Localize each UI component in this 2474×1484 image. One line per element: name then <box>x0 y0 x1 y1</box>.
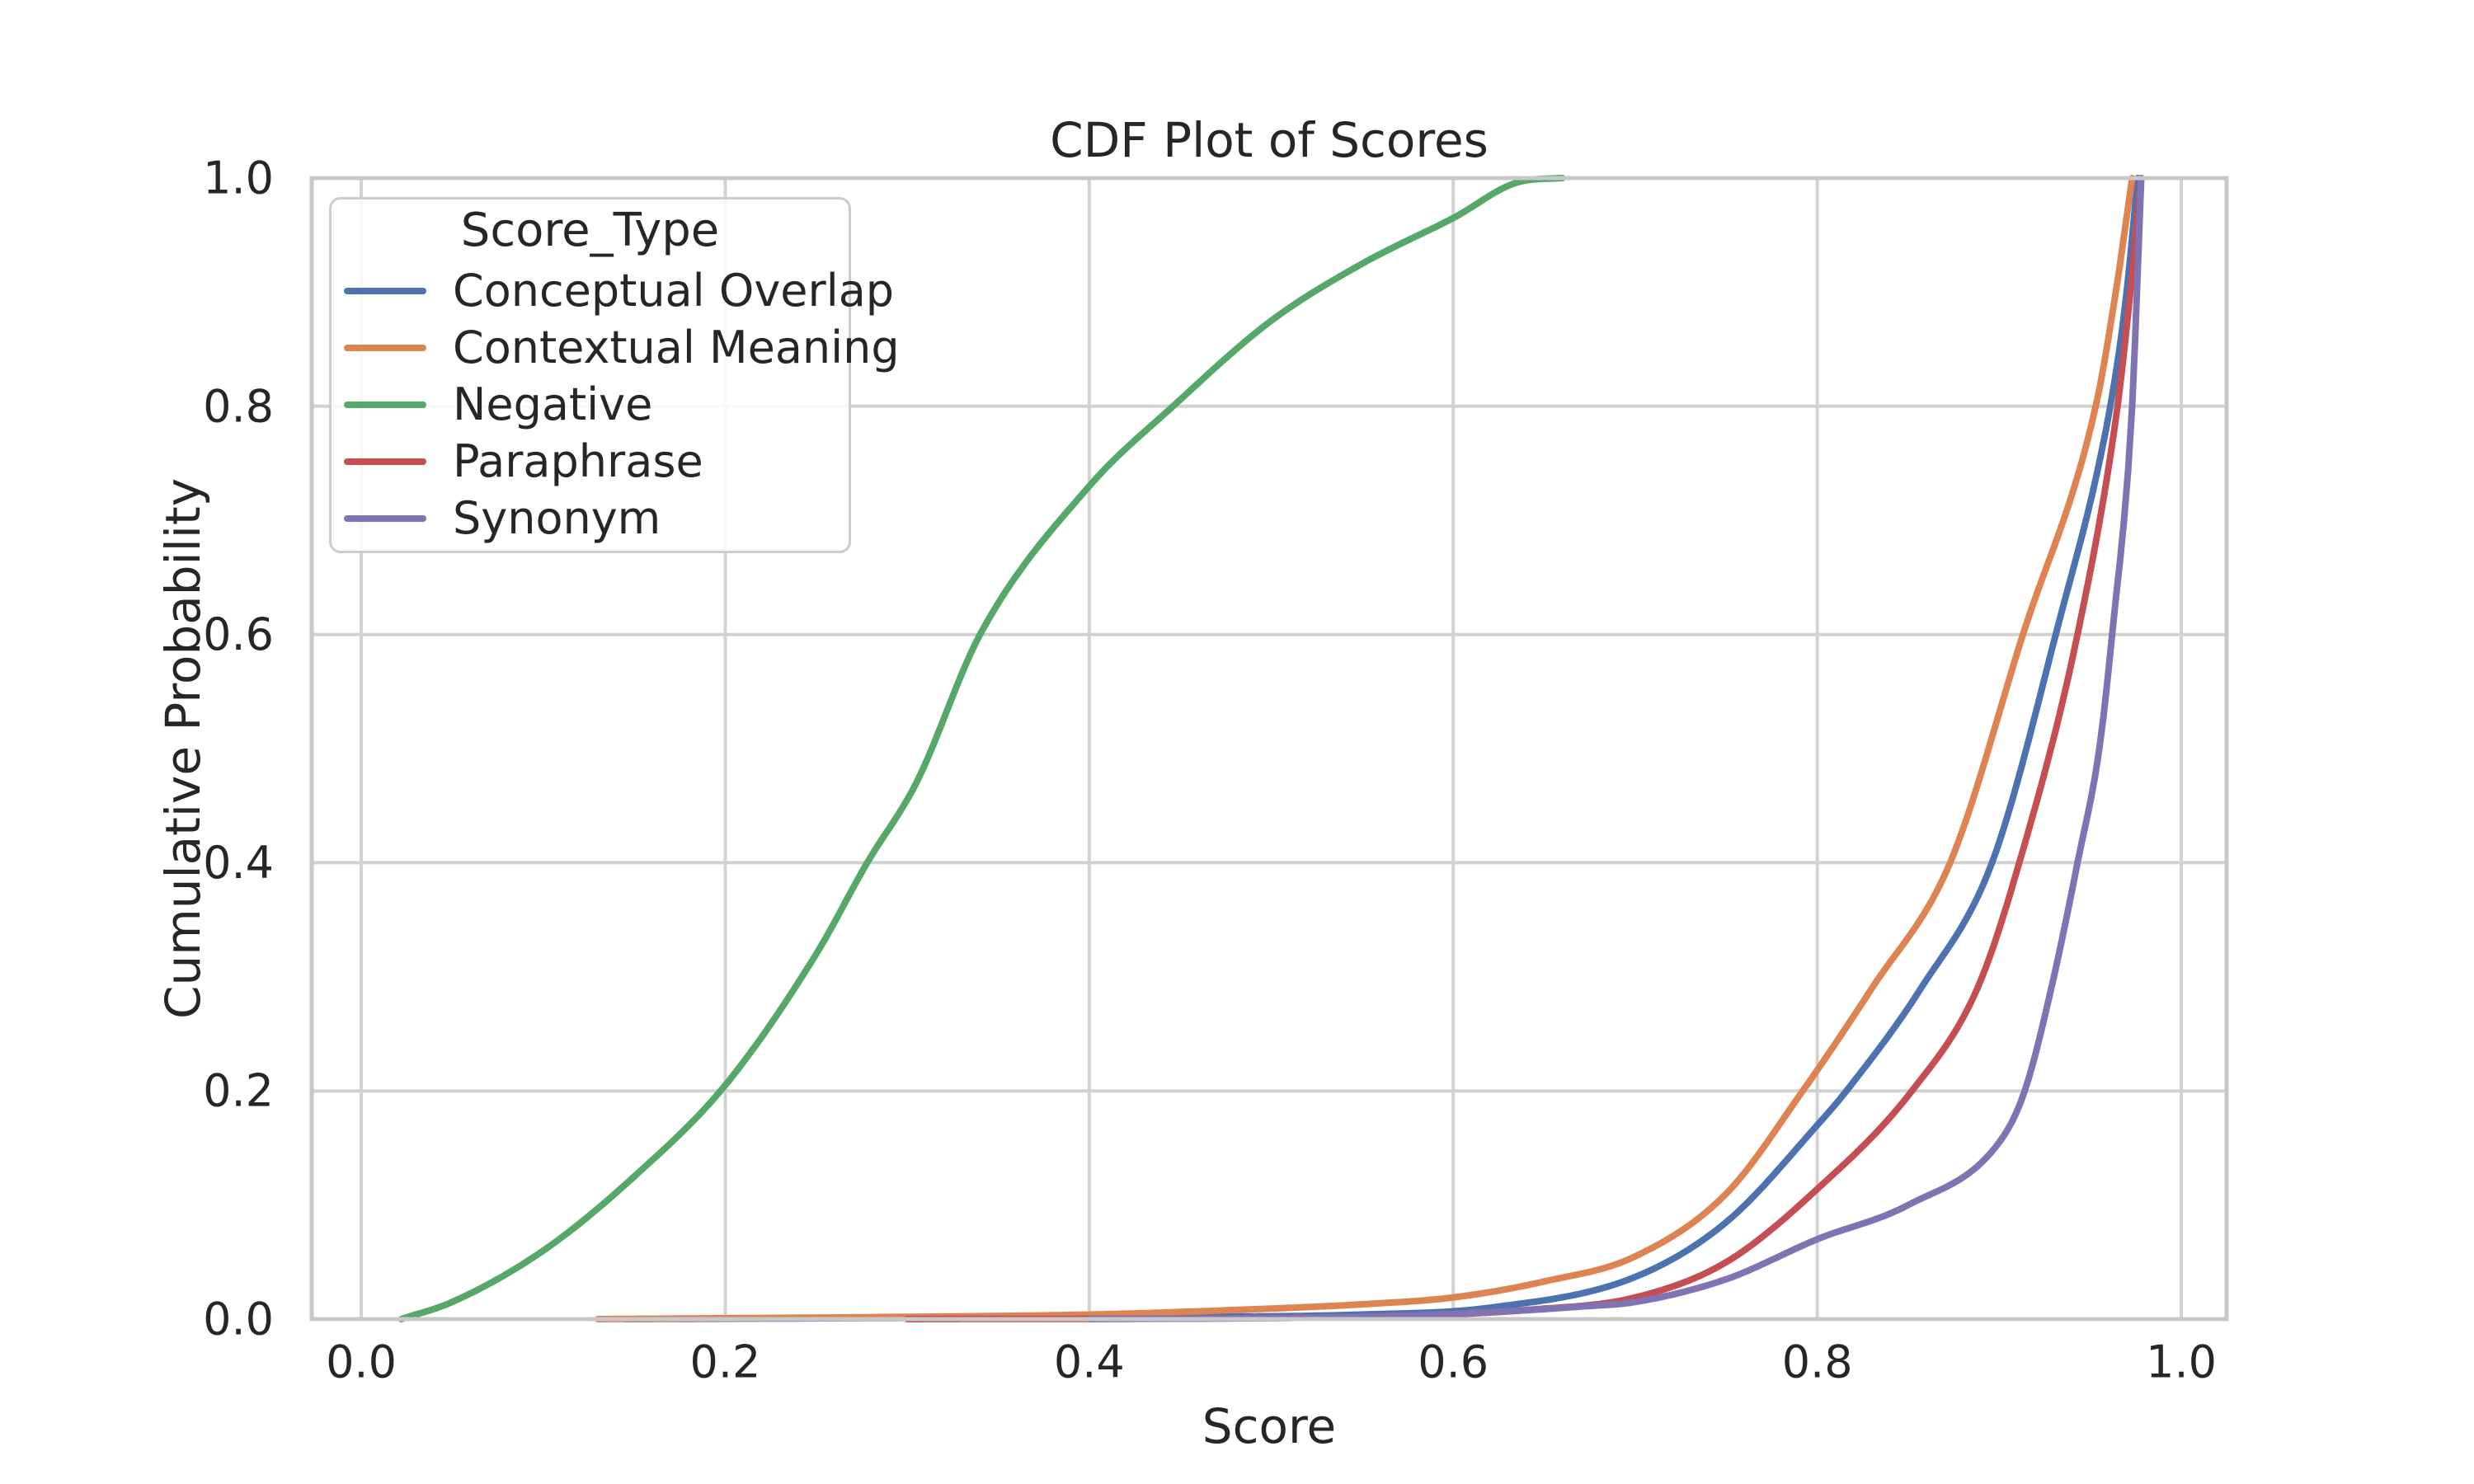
curve-negative <box>397 175 1566 1322</box>
x-tick-label: 1.0 <box>2146 1336 2217 1388</box>
y-tick-label: 0.8 <box>203 380 274 432</box>
curve-synonym <box>1085 175 2145 1322</box>
legend-entry-label: Contextual Meaning <box>453 322 900 373</box>
x-axis-label: Score <box>1202 1398 1337 1454</box>
y-tick-label: 0.0 <box>203 1294 274 1345</box>
legend-entry-synonym: Synonym <box>332 490 849 547</box>
legend-entry-label: Conceptual Overlap <box>453 265 895 317</box>
legend-box: Score_Type Conceptual Overlap Contextual … <box>329 197 900 553</box>
x-tick-label: 0.6 <box>1418 1336 1489 1388</box>
chart-title: CDF Plot of Scores <box>1050 112 1489 168</box>
y-tick-label: 0.2 <box>203 1065 274 1117</box>
legend-line-sample <box>344 458 426 465</box>
legend-entry-label: Paraphrase <box>453 435 703 487</box>
x-tick-label: 0.4 <box>1054 1336 1125 1388</box>
legend-title: Score_Type <box>460 204 720 257</box>
legend-line-sample <box>344 344 426 351</box>
legend-line-sample <box>344 287 426 294</box>
legend-entry-paraphrase: Paraphrase <box>332 433 849 490</box>
x-tick-label: 0.0 <box>326 1336 397 1388</box>
legend-entry-negative: Negative <box>332 376 849 433</box>
y-axis-label: Cumulative Probability <box>155 477 211 1020</box>
legend-line-sample <box>344 401 426 408</box>
legend-line-sample <box>344 514 426 522</box>
plot-border <box>309 176 2229 1322</box>
legend-entry-conceptual-overlap: Conceptual Overlap <box>332 262 894 319</box>
y-tick-label: 0.6 <box>203 608 274 660</box>
y-tick-label: 0.4 <box>203 837 274 889</box>
legend-entry-label: Synonym <box>453 492 661 544</box>
curve-paraphrase <box>904 175 2145 1322</box>
x-tick-label: 0.2 <box>689 1336 760 1388</box>
legend-entry-label: Negative <box>453 378 653 430</box>
legend-entry-contextual-meaning: Contextual Meaning <box>332 319 900 376</box>
x-tick-label: 0.8 <box>1782 1336 1853 1388</box>
legend-entries: Conceptual Overlap Contextual Meaning Nega… <box>332 262 900 547</box>
y-tick-label: 1.0 <box>203 153 274 204</box>
